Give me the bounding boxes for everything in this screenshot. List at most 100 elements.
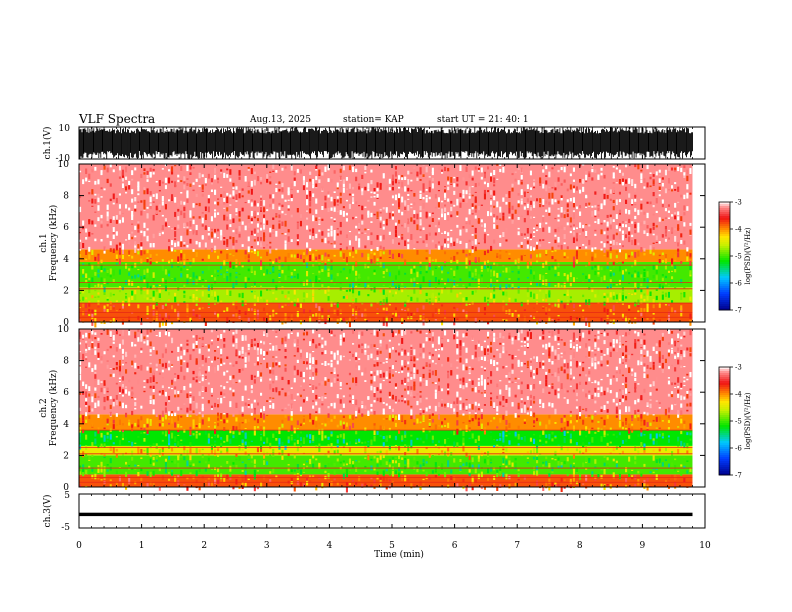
spectrogram-cell [235,259,238,264]
spectrogram-cell [373,329,376,336]
spectrogram-cell [272,271,275,273]
spectrogram-cell [355,168,358,173]
spectrogram-cell [260,237,263,241]
spectrogram-cell [269,383,272,390]
spectrogram-cell [140,427,143,430]
spectrogram-cell [407,478,410,482]
spectrogram-cell [137,304,140,309]
spectrogram-cell [398,182,401,184]
spectrogram-cell [256,394,259,400]
spectrogram-cell [91,368,94,372]
spectrogram-cell [640,247,643,253]
spectrogram-cell [137,315,140,320]
spectrogram-cell [171,240,174,246]
spectrogram-cell [149,329,152,333]
spectrogram-cell [241,346,244,351]
spectrogram-cell [235,228,238,235]
spectrogram-cell [490,271,493,277]
spectrogram-cell [348,415,351,419]
spectrogram-cell [186,460,189,467]
spectrogram-cell [312,281,315,287]
spectrogram-cell [293,177,296,181]
spectrogram-cell [612,272,615,276]
spectrogram-cell [407,386,410,391]
spectrogram-cell [582,227,585,232]
spectrogram-cell [615,301,618,303]
spectrogram-cell [416,418,419,424]
spectrogram-cell [367,450,370,454]
spectrogram-cell [536,311,539,313]
spectrogram-cell [658,189,661,192]
spectrogram-cell [247,199,250,204]
spectrogram-cell [79,206,82,213]
spectrogram-cell [269,241,272,244]
spectrogram-cell [367,454,370,461]
spectrogram-cell [661,234,664,238]
spectrogram-cell [456,339,459,344]
spectrogram-cell [149,167,152,172]
spectrogram-cell [671,280,674,282]
spectrogram-cell [453,190,456,195]
spectrogram-cell [352,299,355,301]
spectrogram-cell [118,343,121,349]
spectrogram-cell [385,344,388,350]
spectrogram-cell [241,481,244,486]
spectrogram-cell [125,369,128,374]
spectrogram-cell [355,261,358,267]
spectrogram-cell [361,447,364,453]
spectrogram-cell [566,289,569,294]
spectrogram-cell [306,217,309,220]
spectrogram-cell [109,411,112,416]
spectrogram-cell [477,417,480,421]
spectrogram-cell [609,319,612,323]
spectrogram-cell [296,347,299,353]
spectrogram-cell [342,473,345,480]
spectrogram-cell [299,394,302,398]
spectrogram-cell [652,233,655,236]
spectrogram-cell [410,415,413,420]
spectrogram-cell [591,287,594,293]
spectrogram-cell [437,466,440,468]
spectrogram-cell [462,195,465,199]
spectrogram-cell [579,205,582,209]
spectrogram-cell [121,248,124,255]
spectrogram-cell [266,414,269,416]
spectrogram-cell [394,198,397,201]
spectrogram-cell [79,254,82,258]
spectrogram-cell [318,397,321,399]
spectrogram-cell [128,268,131,271]
spectrogram-cell [158,467,161,472]
spectrogram-cell [511,313,514,318]
spectrogram-cell [161,225,164,231]
spectrogram-cell [214,449,217,455]
spectrogram-cell [493,177,496,184]
spectrogram-cell [263,453,266,459]
spectrogram-cell [554,303,557,307]
spectrogram-cell [517,289,520,294]
colorbar-cell [719,304,730,307]
spectrogram-cell [180,192,183,194]
spectrogram-cell [603,189,606,193]
spectrogram-cell [161,280,164,284]
spectrogram-cell [226,266,229,270]
spectrogram-cell [118,377,121,380]
spectrogram-cell [143,390,146,393]
spectrogram-cell [232,314,235,317]
spectrogram-cell [269,203,272,208]
spectrogram-cell [115,395,118,400]
spectrogram-cell [333,370,336,374]
spectrogram-cell [407,311,410,317]
spectrogram-cell [232,197,235,199]
spectrogram-cell [391,347,394,350]
spectrogram-cell [260,412,263,418]
spectrogram-cell [471,335,474,340]
spectrogram-cell [192,463,195,467]
colorbar-cell [719,208,730,211]
spectrogram-cell [158,289,161,293]
spectrogram-cell [634,215,637,220]
spectrogram-cell [523,203,526,205]
spectrogram-cell [523,233,526,236]
spectrogram-cell [171,460,174,463]
spectrogram-cell [361,331,364,334]
spectrogram-cell [97,269,100,273]
